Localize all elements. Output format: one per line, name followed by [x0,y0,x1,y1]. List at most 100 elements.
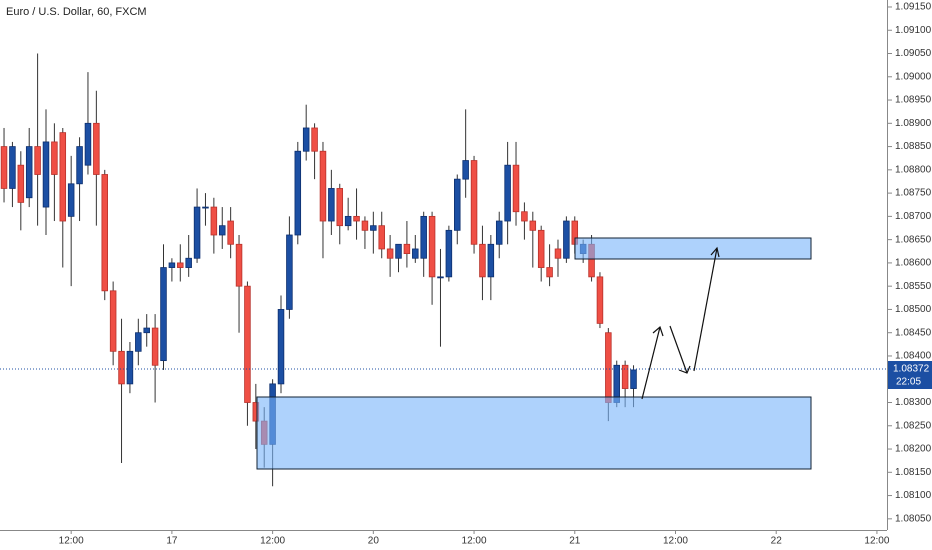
candle-body [93,122,100,175]
y-tick-label: 1.08650 [895,234,932,245]
candle-body [428,215,436,278]
candle-body [437,276,444,279]
y-tick-label: 1.08700 [895,211,932,222]
last-price-label: 1.08372 [893,364,930,375]
y-tick-label: 1.08200 [895,444,932,455]
y-tick-label: 1.08300 [895,397,932,408]
candle-body [370,225,377,231]
candle-body [84,122,92,166]
candle-body [319,150,327,222]
candle-body [109,290,117,352]
candle-body [294,150,302,236]
arrow-head [678,365,691,374]
candle-body [386,248,394,259]
candle-body [495,220,503,245]
x-tick-label: 12:00 [260,536,285,547]
candle-body [135,332,142,352]
y-tick-label: 1.09100 [895,25,932,36]
candle-body [202,206,209,209]
x-tick-label: 12:00 [59,536,84,547]
candle-body [277,309,285,385]
arrow [641,326,661,400]
x-tick-label: 20 [368,536,380,547]
y-tick-label: 1.08400 [895,351,932,362]
candle-body [454,178,461,231]
y-tick-label: 1.08450 [895,327,932,338]
candle-body [244,285,251,403]
candle-body [344,215,352,227]
x-tick-label: 17 [166,536,178,547]
candle-body [311,127,318,152]
candle-body [126,350,134,385]
candle-body [462,160,469,180]
drawings [256,237,812,470]
plot-area [0,53,637,487]
y-tick-label: 1.08500 [895,304,932,315]
candle-body [563,220,570,259]
candle-body [0,146,8,189]
candle-body [177,262,184,268]
y-tick-label: 1.08150 [895,467,932,478]
candle-body [479,243,486,278]
candle-body [9,146,16,189]
candle-body [76,146,83,185]
candle-body [25,146,33,199]
candle-body [395,243,402,259]
candle-body [487,243,495,278]
countdown-label: 22:05 [896,377,921,388]
candle-body [160,267,167,362]
x-tick-label: 12:00 [663,536,688,547]
chart-title: Euro / U.S. Dollar, 60, FXCM [6,6,147,18]
candle-body [361,220,369,231]
candle-body [328,188,335,222]
candle-body [605,332,612,403]
candle-body [537,229,545,268]
arrow-head [710,246,720,258]
candle-body [420,215,427,259]
candle-body [118,350,125,385]
y-tick-label: 1.08550 [895,281,932,292]
candle-body [42,141,50,208]
arrow [693,247,718,372]
x-tick-label: 12:00 [462,536,487,547]
candle-body [302,127,310,152]
candle-body [101,174,109,292]
y-tick-label: 1.08250 [895,420,932,431]
candle-body [504,164,511,222]
candle-body [621,364,629,389]
y-tick-label: 1.08750 [895,188,932,199]
candle-body [412,248,419,259]
supply-zone [574,237,812,260]
candle-body [185,257,192,268]
y-tick-label: 1.08800 [895,164,932,175]
candle-body [17,164,25,203]
candle-body [67,183,75,217]
candle-body [512,164,520,213]
candle-body [378,225,385,250]
y-tick-label: 1.09050 [895,48,932,59]
y-tick-label: 1.08100 [895,490,932,501]
y-tick-label: 1.08950 [895,95,932,106]
candle-body [596,276,604,324]
candle-body [168,262,176,268]
candle-body [51,141,58,175]
candle-body [554,248,562,259]
candle-body [151,327,159,366]
candle-body [59,132,67,222]
candle-body [193,206,201,259]
y-tick-label: 1.09000 [895,71,932,82]
y-tick-label: 1.09150 [895,2,932,13]
candle-body [445,229,453,278]
x-tick-label: 21 [569,536,581,547]
last-price-tag [888,360,932,389]
candle-body [521,211,528,222]
candle-body [336,188,344,227]
arrow-head [652,325,664,337]
candle-body [34,146,41,175]
candle-body [143,327,150,334]
x-tick-label: 12:00 [864,536,889,547]
y-tick-label: 1.08600 [895,258,932,269]
y-tick-label: 1.08850 [895,141,932,152]
arrow [669,325,688,374]
